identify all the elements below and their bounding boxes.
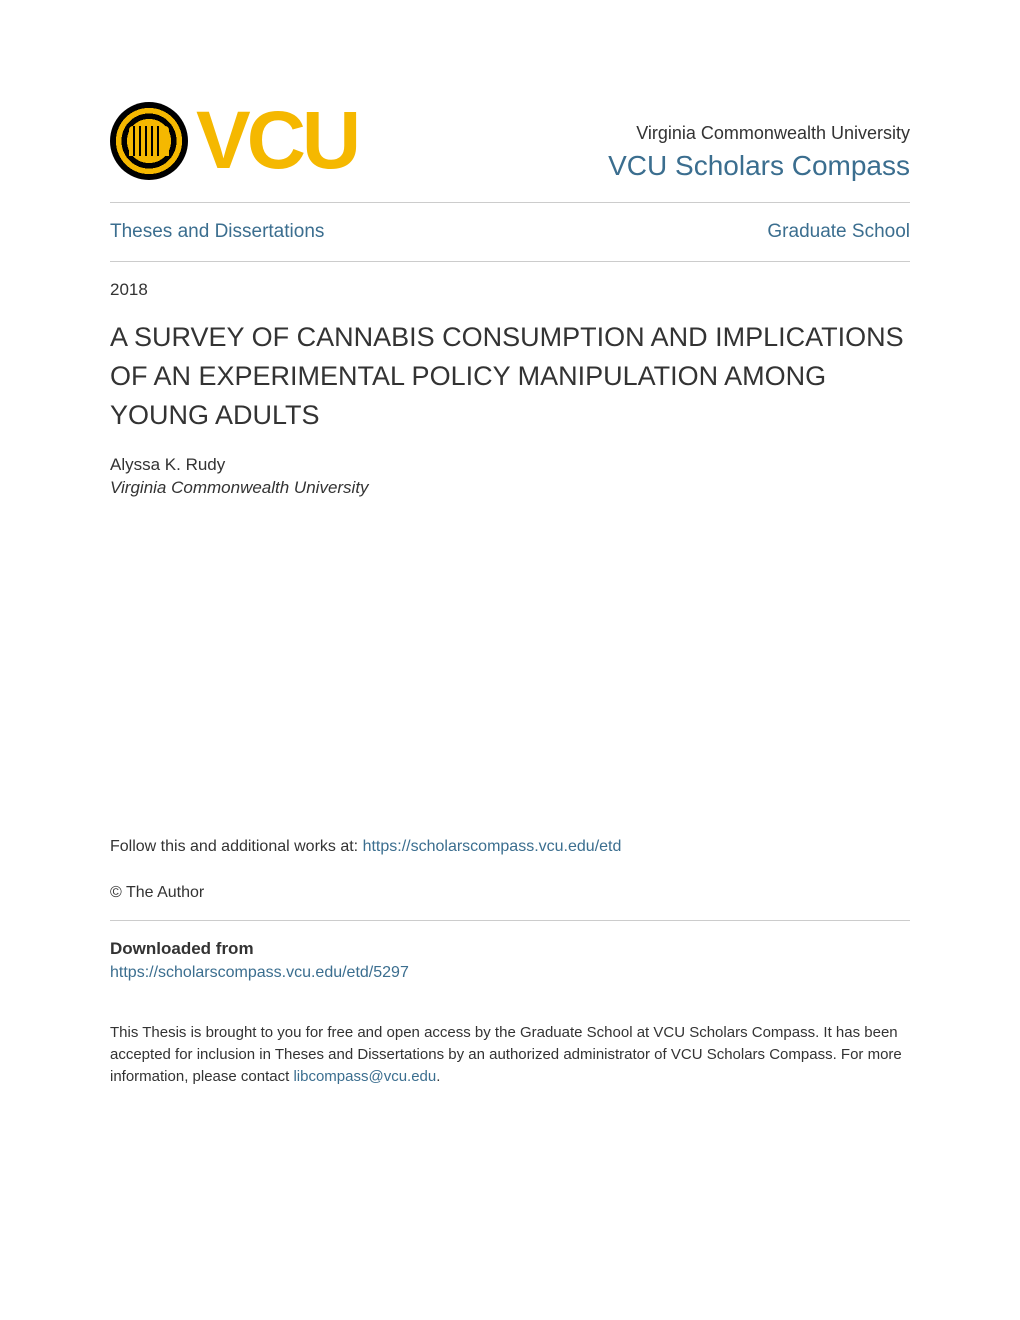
follow-text: Follow this and additional works at: bbox=[110, 838, 363, 855]
page-header: VCU Virginia Commonwealth University VCU… bbox=[110, 100, 910, 182]
publication-year: 2018 bbox=[110, 280, 910, 300]
university-info: Virginia Commonwealth University VCU Sch… bbox=[608, 123, 910, 182]
follow-link[interactable]: https://scholarscompass.vcu.edu/etd bbox=[363, 838, 622, 855]
copyright-text: © The Author bbox=[110, 884, 910, 902]
breadcrumb-graduate-link[interactable]: Graduate School bbox=[767, 221, 910, 243]
footer-text-before: This Thesis is brought to you for free a… bbox=[110, 1024, 902, 1085]
breadcrumb-theses-link[interactable]: Theses and Dissertations bbox=[110, 221, 324, 243]
scholars-compass-link[interactable]: VCU Scholars Compass bbox=[608, 150, 910, 182]
vcu-seal-icon bbox=[110, 102, 188, 180]
downloaded-heading: Downloaded from bbox=[110, 939, 910, 959]
university-name: Virginia Commonwealth University bbox=[608, 123, 910, 144]
footer-text-after: . bbox=[436, 1068, 440, 1085]
vcu-logo-text: VCU bbox=[196, 100, 357, 182]
divider-bottom bbox=[110, 920, 910, 921]
paper-title: A SURVEY OF CANNABIS CONSUMPTION AND IMP… bbox=[110, 318, 910, 435]
spacer bbox=[110, 498, 910, 838]
breadcrumb: Theses and Dissertations Graduate School bbox=[110, 221, 910, 243]
divider-breadcrumb bbox=[110, 261, 910, 262]
follow-section: Follow this and additional works at: htt… bbox=[110, 838, 910, 856]
divider-top bbox=[110, 202, 910, 203]
author-name: Alyssa K. Rudy bbox=[110, 455, 910, 475]
author-affiliation: Virginia Commonwealth University bbox=[110, 478, 910, 498]
contact-email-link[interactable]: libcompass@vcu.edu bbox=[293, 1068, 436, 1085]
download-link[interactable]: https://scholarscompass.vcu.edu/etd/5297 bbox=[110, 964, 910, 982]
logo-section: VCU bbox=[110, 100, 357, 182]
footer-text: This Thesis is brought to you for free a… bbox=[110, 1022, 910, 1087]
